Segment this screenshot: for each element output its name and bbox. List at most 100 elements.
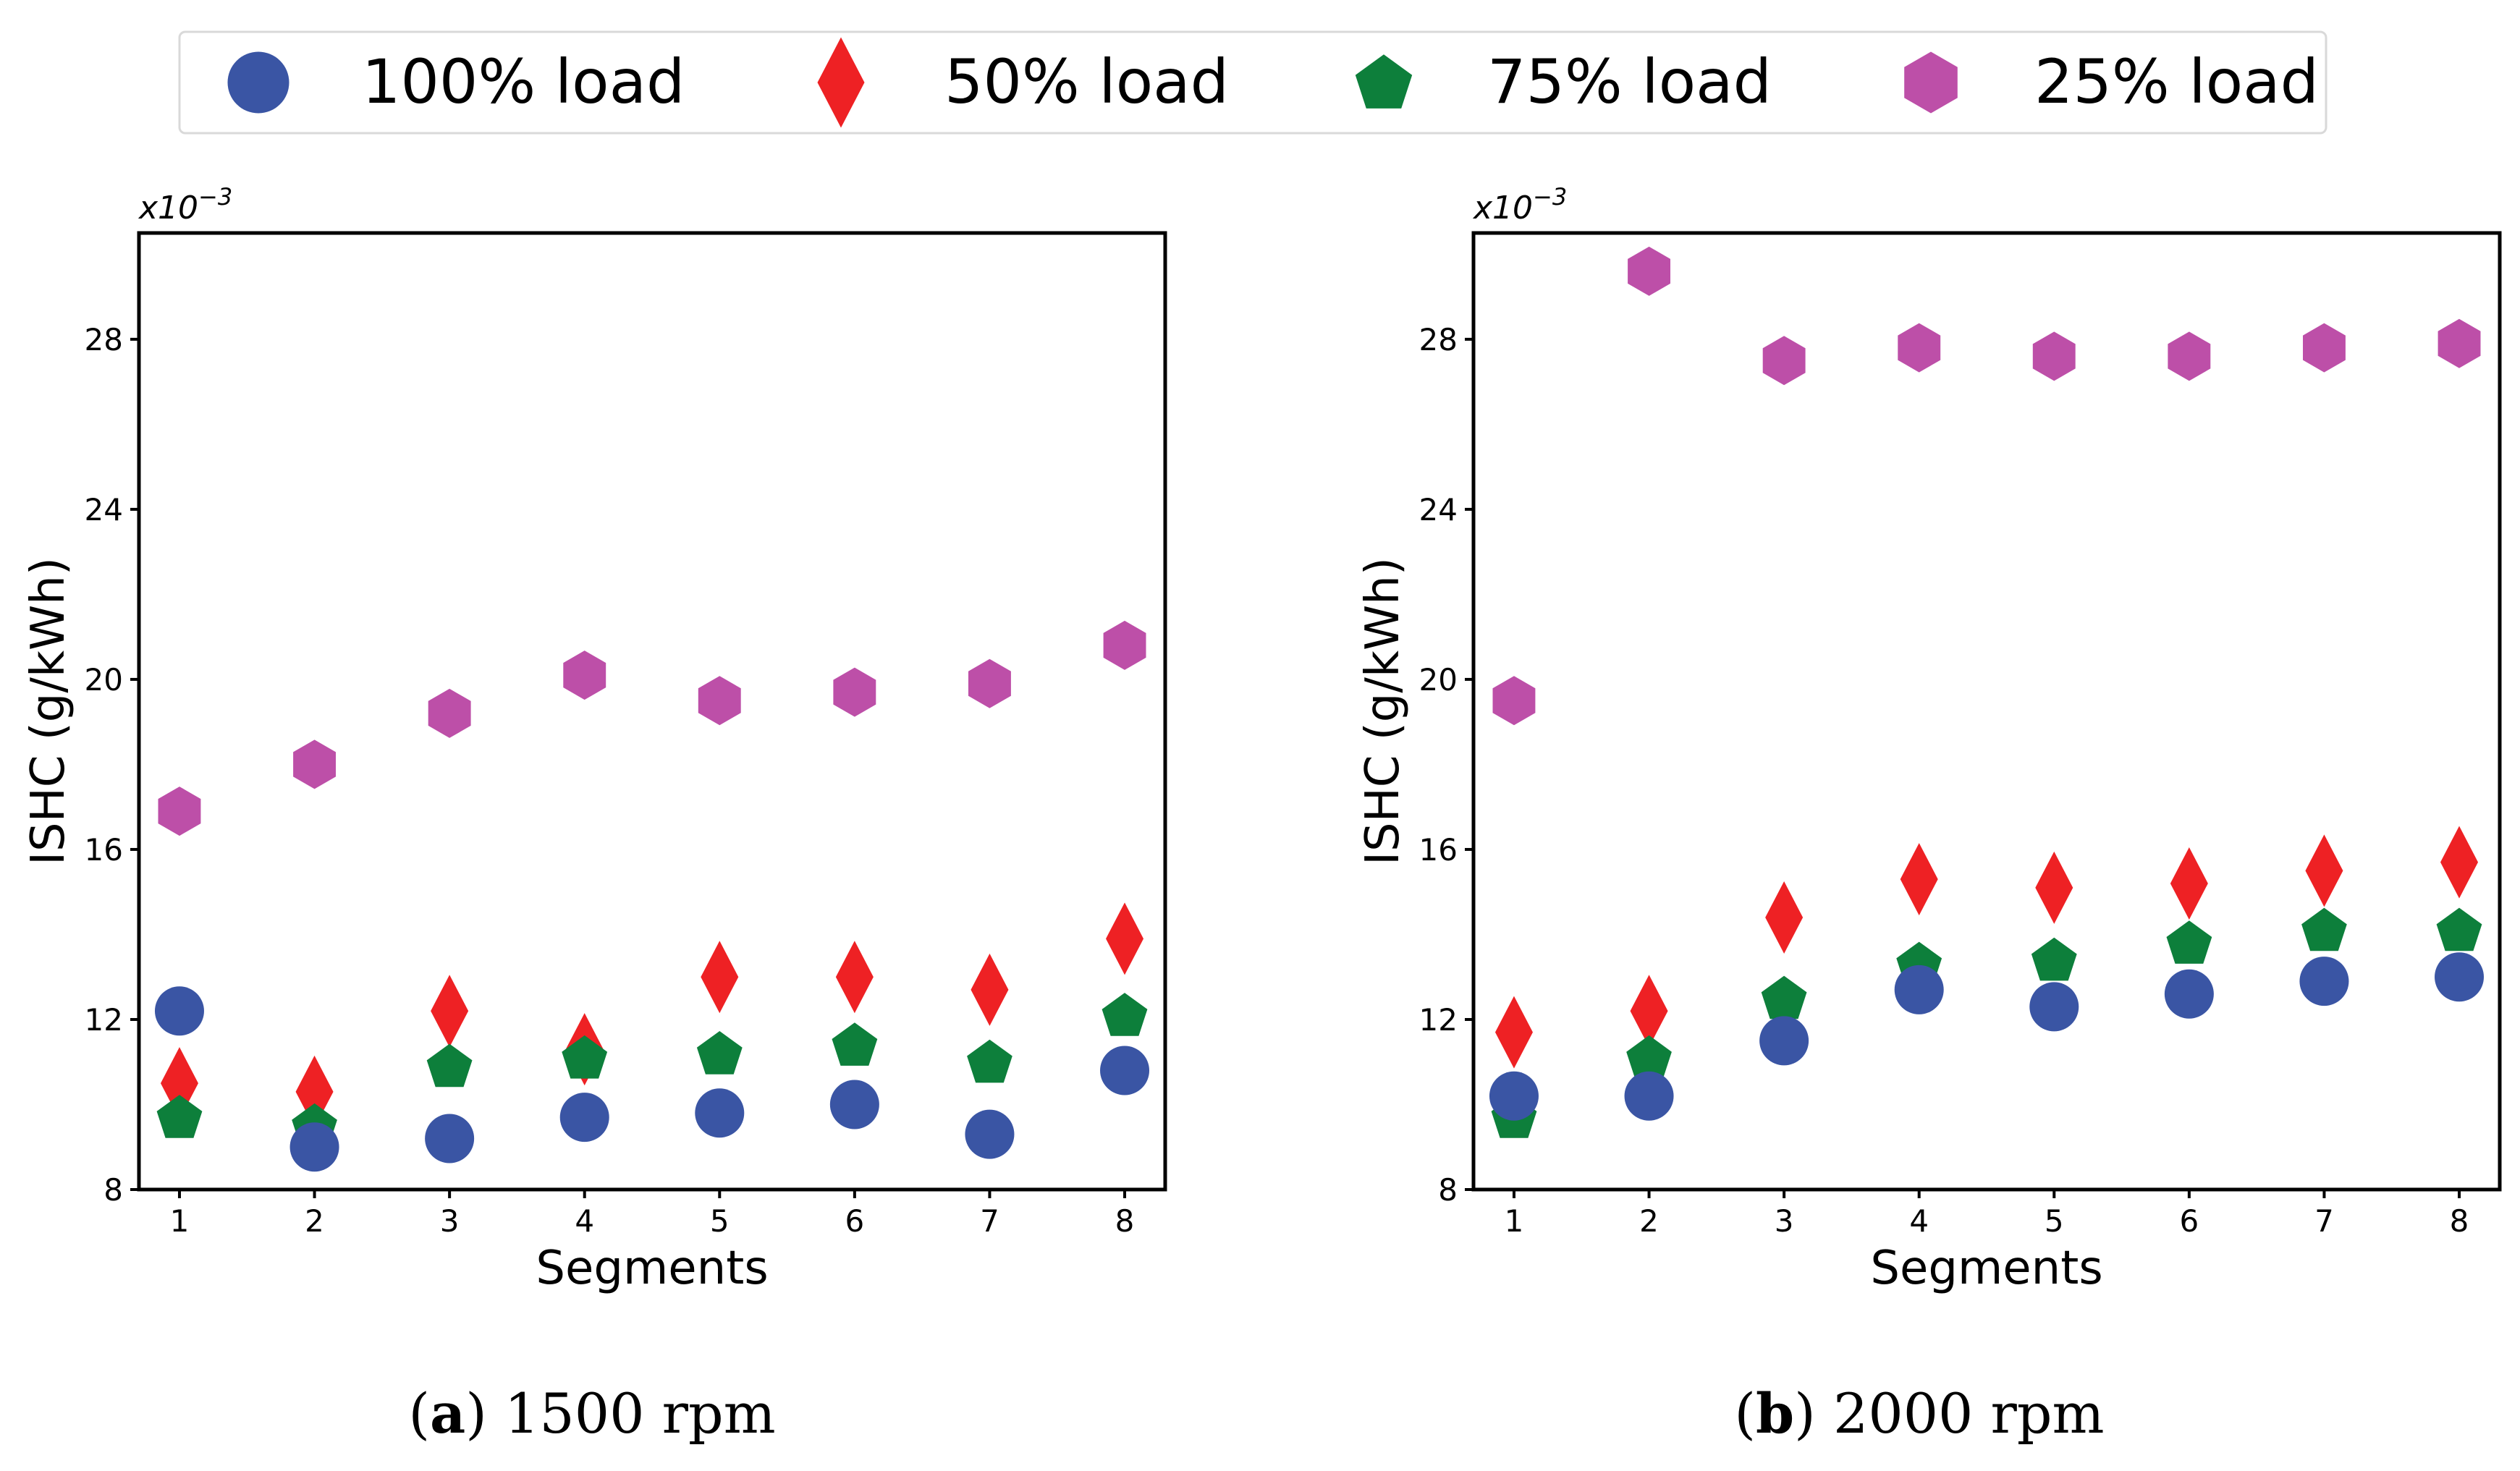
x-tick-label: 5 xyxy=(710,1203,730,1239)
y-tick-label: 20 xyxy=(1419,662,1458,698)
data-point-pentagon xyxy=(2436,907,2482,951)
legend-label: 25% load xyxy=(2034,46,2319,117)
caption: (b) 2000 rpm xyxy=(1734,1381,2104,1446)
legend-label: 100% load xyxy=(362,46,685,117)
data-point-circle xyxy=(965,1109,1015,1159)
data-point-circle xyxy=(695,1088,745,1138)
legend: 100% load 50% load 75% load 25% load xyxy=(178,30,2327,135)
x-tick-label: 8 xyxy=(2450,1203,2469,1239)
data-point-diamond xyxy=(2305,834,2343,907)
data-point-hexagon xyxy=(293,739,336,789)
y-tick-label: 16 xyxy=(1419,832,1458,868)
legend-frame xyxy=(178,30,2327,135)
data-point-diamond xyxy=(701,941,739,1014)
legend-marker-hexagon xyxy=(1904,51,1958,114)
legend-item: 25% load xyxy=(1904,46,2319,117)
data-point-pentagon xyxy=(696,1031,743,1074)
data-point-hexagon xyxy=(158,787,201,836)
data-point-hexagon xyxy=(2168,331,2211,381)
legend-label: 50% load xyxy=(944,46,1229,117)
x-tick-label: 4 xyxy=(575,1203,594,1239)
data-point-diamond xyxy=(2170,847,2208,920)
y-tick-label: 24 xyxy=(85,492,123,527)
legend-item: 100% load xyxy=(227,46,685,117)
x-tick-label: 3 xyxy=(1775,1203,1794,1239)
legend-marker-diamond xyxy=(817,37,865,128)
data-point-hexagon xyxy=(1103,620,1146,670)
data-point-diamond xyxy=(971,953,1009,1026)
data-point-diamond xyxy=(2440,826,2479,899)
x-tick-label: 1 xyxy=(1505,1203,1524,1239)
data-point-hexagon xyxy=(1492,676,1536,726)
y-tick-label: 20 xyxy=(85,662,123,698)
y-tick-label: 8 xyxy=(1438,1172,1458,1208)
x-tick-label: 7 xyxy=(980,1203,999,1239)
x-tick-label: 7 xyxy=(2314,1203,2334,1239)
legend-marker-pentagon xyxy=(1355,54,1413,109)
x-tick-label: 2 xyxy=(1639,1203,1659,1239)
data-point-diamond xyxy=(160,1047,198,1120)
x-tick-label: 3 xyxy=(440,1203,460,1239)
data-point-pentagon xyxy=(1761,975,1807,1019)
data-point-hexagon xyxy=(2032,331,2076,381)
y-multiplier: x10−3 xyxy=(138,183,232,226)
data-point-circle xyxy=(154,986,204,1036)
data-point-circle xyxy=(2164,969,2214,1019)
data-point-hexagon xyxy=(1628,246,1670,296)
y-tick-label: 12 xyxy=(1419,1002,1458,1038)
data-point-diamond xyxy=(1765,881,1804,954)
data-point-pentagon xyxy=(426,1043,473,1088)
x-tick-label: 6 xyxy=(2180,1203,2199,1239)
data-point-hexagon xyxy=(563,650,606,700)
plot-frame xyxy=(1471,231,2502,1192)
y-tick-label: 24 xyxy=(1419,492,1458,527)
data-point-hexagon xyxy=(2303,323,2346,373)
data-point-hexagon xyxy=(698,676,741,726)
y-tick-label: 12 xyxy=(85,1002,123,1038)
y-tick-label: 28 xyxy=(1419,322,1458,357)
data-point-pentagon xyxy=(562,1035,608,1079)
data-point-pentagon xyxy=(1102,993,1148,1036)
data-point-hexagon xyxy=(1898,323,1941,373)
plot-frame xyxy=(137,231,1167,1192)
data-point-pentagon xyxy=(2301,907,2347,951)
x-axis-label: Segments xyxy=(1870,1242,2102,1295)
x-tick-label: 8 xyxy=(1115,1203,1135,1239)
x-tick-label: 4 xyxy=(1909,1203,1929,1239)
data-point-circle xyxy=(1894,965,1944,1014)
x-axis-label: Segments xyxy=(536,1242,768,1295)
data-point-diamond xyxy=(1106,902,1144,975)
x-tick-label: 5 xyxy=(2045,1203,2064,1239)
data-point-diamond xyxy=(431,975,469,1048)
data-point-pentagon xyxy=(156,1095,203,1138)
data-point-hexagon xyxy=(2437,318,2481,368)
data-point-hexagon xyxy=(1762,336,1806,386)
legend-item: 75% load xyxy=(1355,46,1772,117)
data-point-diamond xyxy=(295,1055,334,1128)
data-point-circle xyxy=(2435,952,2485,1002)
data-point-pentagon xyxy=(832,1022,878,1066)
caption: (a) 1500 rpm xyxy=(408,1381,775,1446)
legend-item: 50% load xyxy=(817,37,1229,128)
y-tick-label: 8 xyxy=(103,1172,123,1208)
data-point-pentagon xyxy=(967,1039,1012,1083)
y-multiplier: x10−3 xyxy=(1472,183,1567,226)
x-tick-label: 6 xyxy=(845,1203,865,1239)
data-point-pentagon xyxy=(2031,937,2077,981)
y-tick-label: 28 xyxy=(85,322,123,357)
y-axis-label: ISHC (g/kWh) xyxy=(1356,557,1410,865)
x-tick-label: 2 xyxy=(305,1203,324,1239)
data-point-diamond xyxy=(1494,996,1533,1069)
data-point-diamond xyxy=(2035,851,2073,924)
data-point-circle xyxy=(425,1114,475,1163)
data-point-hexagon xyxy=(833,667,876,717)
legend-marker-circle xyxy=(227,51,289,114)
data-point-circle xyxy=(1100,1046,1150,1095)
data-point-hexagon xyxy=(428,688,471,738)
data-point-diamond xyxy=(1900,843,1938,916)
legend-label: 75% load xyxy=(1487,46,1772,117)
data-point-circle xyxy=(1759,1016,1809,1066)
data-point-circle xyxy=(2299,957,2349,1006)
